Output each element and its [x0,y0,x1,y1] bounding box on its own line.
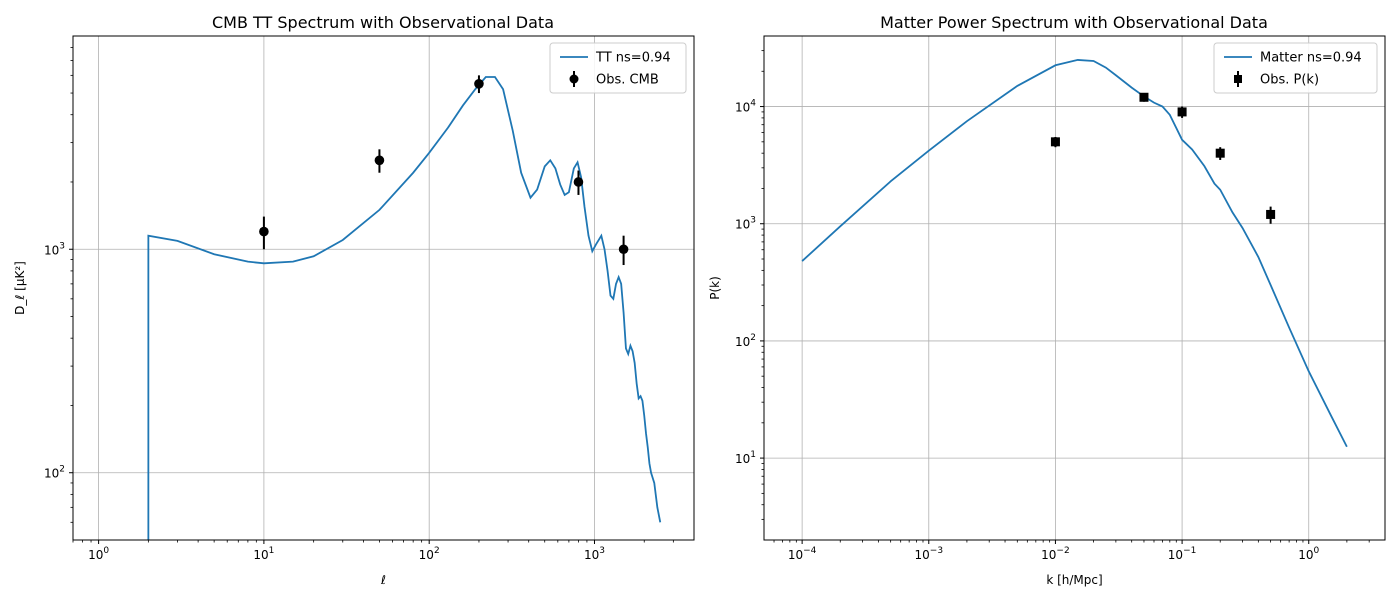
axes-frame [72,35,695,541]
legend-marker-swatch [1234,75,1242,83]
x-tick-label: 100 [88,546,109,562]
y-tick-label: 103 [735,216,756,232]
x-tick-label: 10−2 [1041,546,1070,562]
series-line [801,59,1348,448]
x-tick-label: 10−4 [788,546,817,562]
y-tick-label: 102 [44,465,65,481]
y-tick-exponent: 2 [750,333,756,343]
series-line [147,76,662,540]
x-tick-exponent: −4 [803,546,817,556]
data-point [573,177,584,187]
y-tick-label: 101 [735,450,756,466]
chart-title: Matter Power Spectrum with Observational… [880,13,1268,32]
data-point [1266,209,1276,219]
y-tick-exponent: 3 [750,216,756,226]
data-point [1215,148,1225,158]
x-axis-label: ℓ [380,573,386,587]
y-axis-label: D_ℓ [μK²] [13,261,27,315]
x-tick-exponent: −3 [930,546,943,556]
x-tick-label: 103 [584,546,605,562]
legend-box [549,42,687,94]
y-tick-exponent: 1 [750,450,756,460]
data-point [374,155,385,166]
chart-title: CMB TT Spectrum with Observational Data [212,13,554,32]
y-tick-label: 104 [735,99,756,115]
x-tick-label: 10−1 [1168,546,1197,562]
y-tick-exponent: 2 [59,465,65,475]
y-tick-exponent: 4 [750,99,756,109]
legend-label: Matter ns=0.94 [1260,51,1362,66]
legend-marker-swatch [569,74,579,84]
x-tick-exponent: 3 [599,546,605,556]
data-point [1050,137,1060,147]
y-tick-label: 103 [44,241,65,257]
data-point [618,244,629,255]
y-axis-label: P(k) [708,276,722,300]
y-tick-exponent: 3 [59,241,65,251]
y-tick-label: 102 [735,333,756,349]
data-point [259,226,269,237]
x-tick-label: 100 [1298,546,1319,562]
x-axis-label: k [h/Mpc] [1046,573,1102,587]
axes-frame [763,35,1386,541]
x-tick-label: 101 [253,546,274,562]
x-tick-label: 10−3 [915,546,944,562]
data-point [474,78,484,89]
x-tick-exponent: −1 [1183,546,1196,556]
x-tick-exponent: 0 [1314,546,1320,556]
legend-label: TT ns=0.94 [595,51,671,66]
legend-label: Obs. P(k) [1260,73,1319,88]
x-tick-label: 102 [419,546,440,562]
cmb-tt-spectrum-chart: CMB TT Spectrum with Observational Data … [13,13,695,587]
matter-power-spectrum-chart: Matter Power Spectrum with Observational… [708,13,1386,587]
x-tick-exponent: −2 [1056,546,1069,556]
x-tick-exponent: 2 [434,546,440,556]
x-tick-exponent: 0 [103,546,109,556]
x-tick-exponent: 1 [269,546,275,556]
data-point [1177,107,1187,117]
legend-label: Obs. CMB [596,73,659,88]
data-point [1139,92,1149,102]
legend-box [1213,42,1378,94]
